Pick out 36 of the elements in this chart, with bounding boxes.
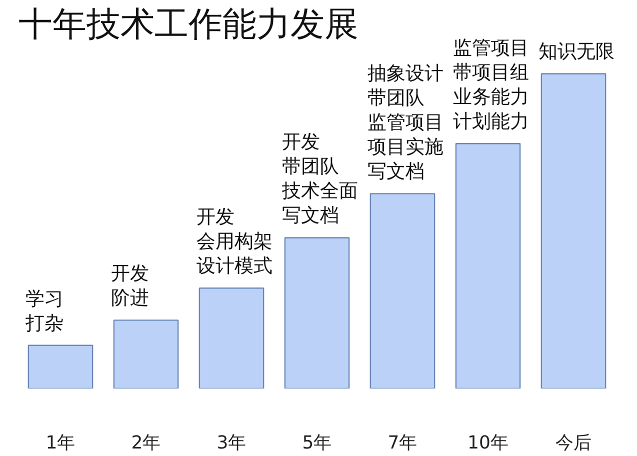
annotation: 知识无限 (538, 40, 614, 63)
x-tick-label: 5年 (302, 432, 332, 454)
annotation: 监管项目 (367, 112, 444, 134)
bar (198, 287, 264, 388)
bar (113, 320, 179, 388)
annotation: 带团队 (282, 156, 339, 178)
x-tick-label: 3年 (216, 432, 246, 454)
annotation: 带项目组 (452, 62, 529, 84)
bar (28, 344, 94, 388)
annotation: 写文档 (282, 204, 339, 227)
annotation: 开发 (196, 206, 234, 228)
annotation: 技术全面 (280, 180, 358, 202)
annotation: 设计模式 (196, 255, 272, 278)
annotation: 项目实施 (367, 136, 444, 158)
annotation: 抽象设计 (367, 62, 444, 85)
bar (540, 73, 606, 388)
annotation: 打杂 (24, 312, 64, 334)
x-tick-label: 7年 (388, 432, 418, 454)
x-tick-label: 1年 (46, 432, 76, 454)
x-tick-label: 今后 (556, 432, 592, 454)
bar (455, 143, 521, 388)
chart-title: 十年技术工作能力发展 (18, 4, 358, 44)
annotation: 带团队 (367, 87, 424, 110)
annotation: 学习 (25, 288, 64, 310)
annotation: 开发 (110, 262, 149, 285)
x-tick-label: 10年 (468, 432, 508, 454)
bar (284, 237, 350, 388)
annotation: 业务能力 (452, 86, 529, 108)
annotation: 会用构架 (196, 230, 272, 253)
x-tick-label: 2年 (131, 432, 161, 454)
annotation: 计划能力 (452, 110, 529, 133)
annotation: 阶进 (110, 287, 149, 310)
bar (370, 193, 436, 388)
annotation: 写文档 (367, 160, 424, 183)
annotation: 开发 (282, 131, 320, 154)
text: 监管项目 (452, 37, 529, 60)
